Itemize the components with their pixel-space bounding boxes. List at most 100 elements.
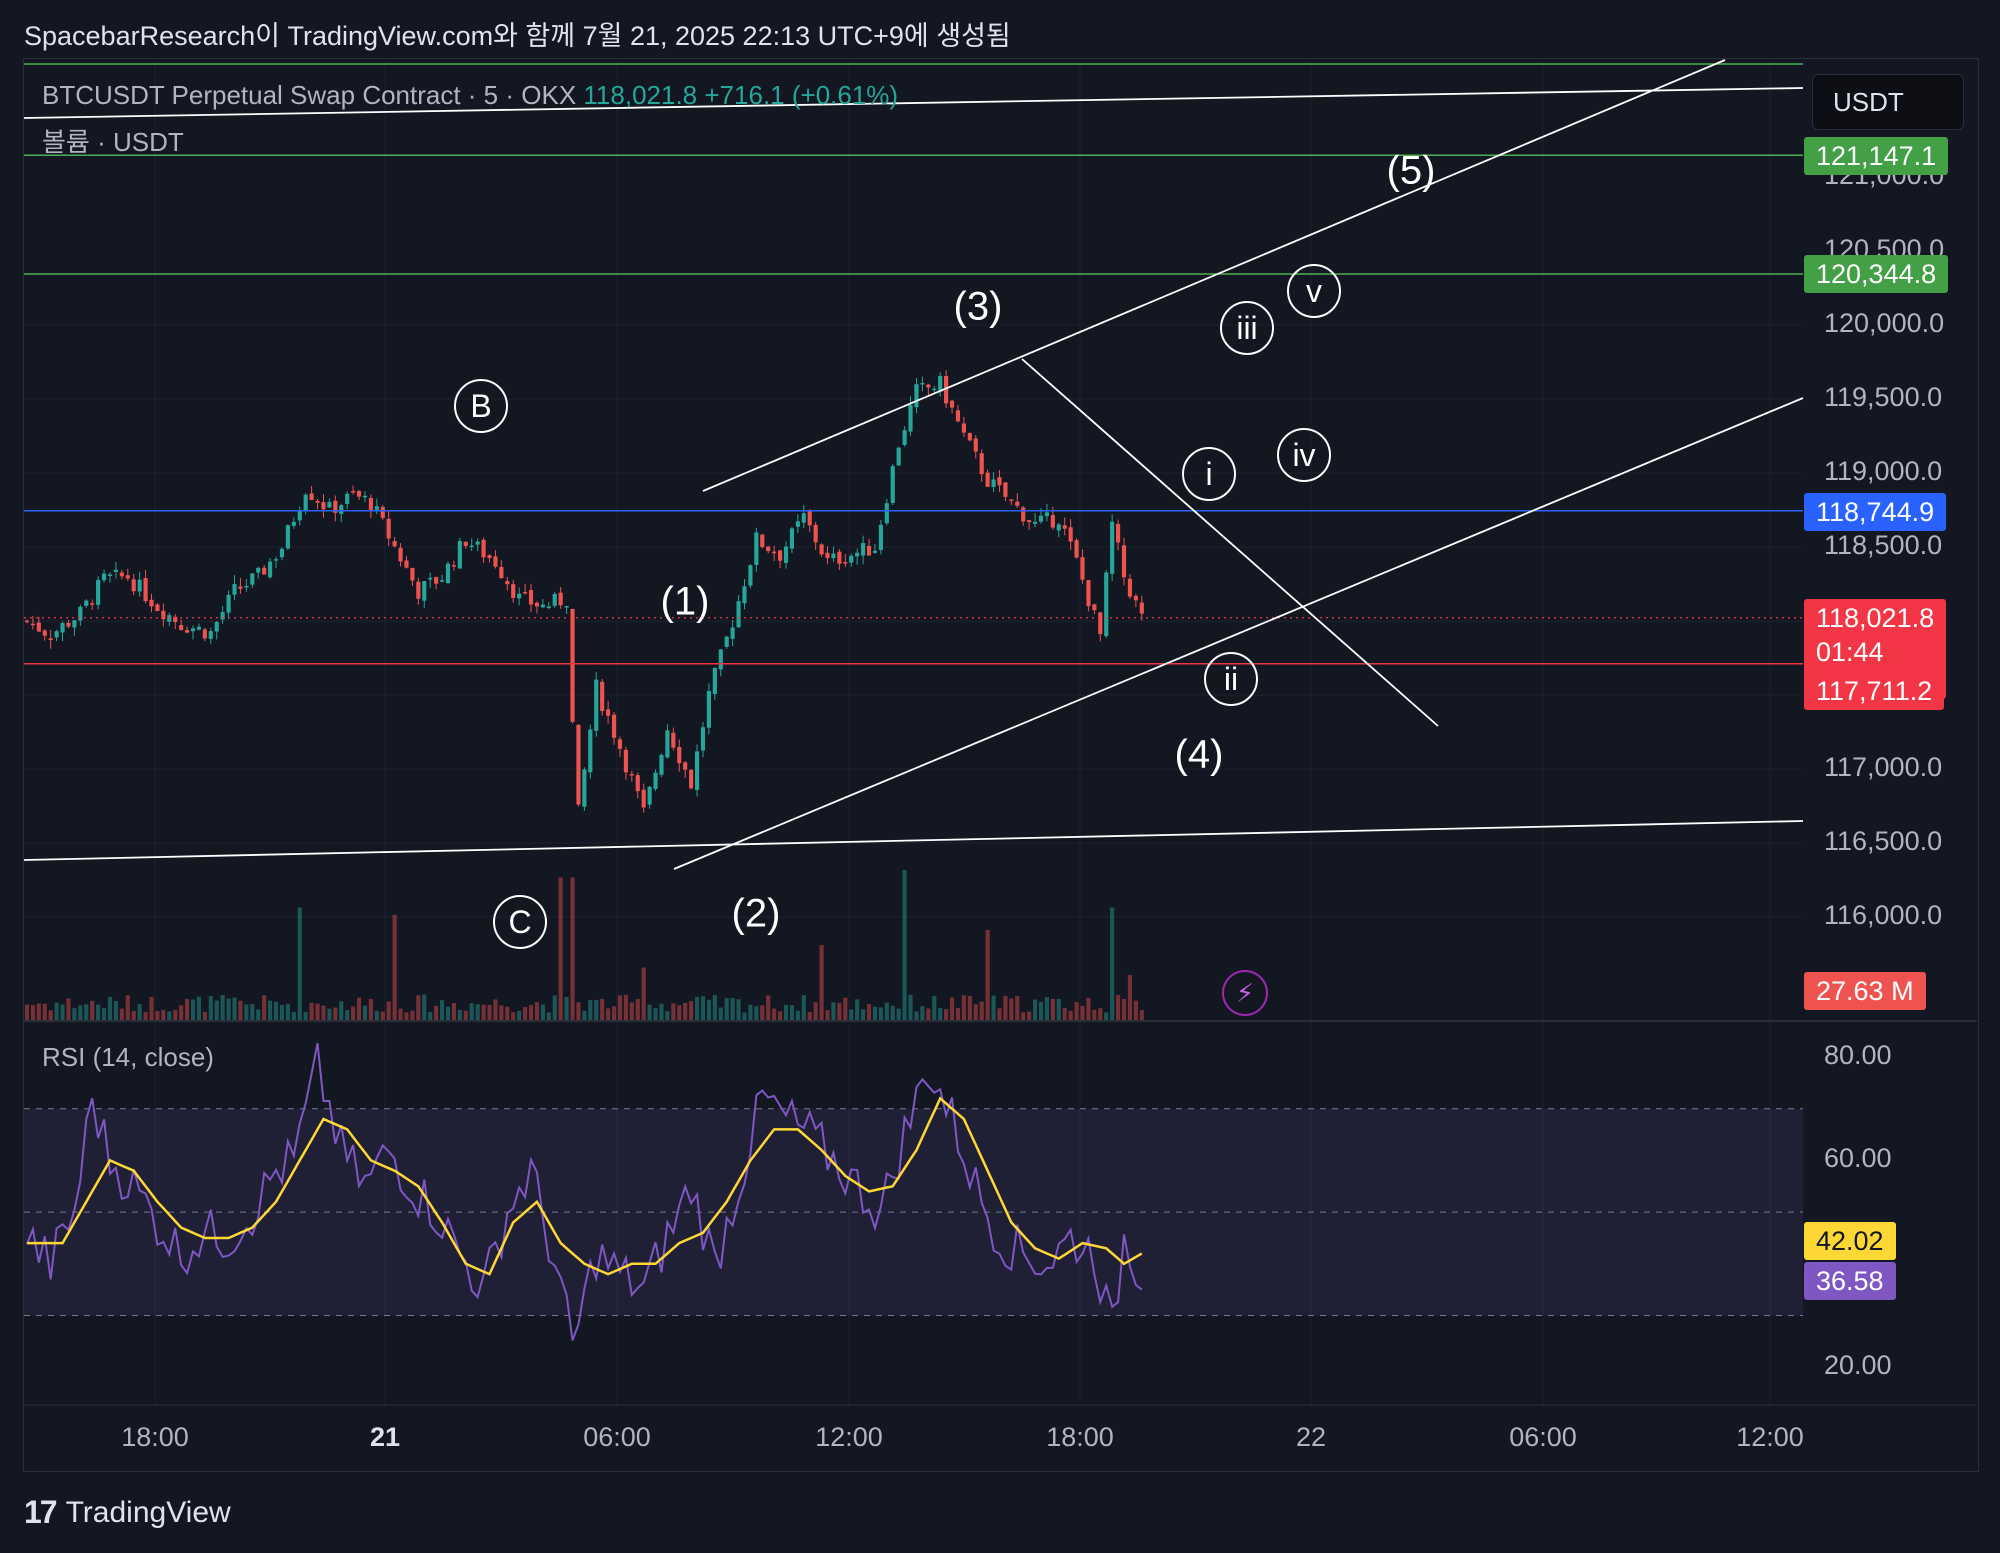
candle-body <box>1068 527 1073 542</box>
candle-body <box>392 541 397 547</box>
candle-body <box>855 552 860 557</box>
candle-body <box>386 518 391 539</box>
currency-unit-button[interactable]: USDT <box>1812 74 1964 130</box>
candle-body <box>890 466 895 503</box>
volume-bar <box>914 1011 919 1020</box>
wave-label-iv[interactable]: iv <box>1277 428 1331 482</box>
candle-body <box>1074 540 1079 558</box>
candle-body <box>184 630 190 633</box>
rsi-badge[interactable]: 36.58 <box>1804 1262 1896 1300</box>
level-badge-120344[interactable]: 120,344.8 <box>1804 255 1949 293</box>
volume-legend[interactable]: 볼륨 · USDT <box>42 127 184 157</box>
candle-body <box>552 594 557 606</box>
volume-bar <box>677 1005 682 1020</box>
candle-body <box>362 495 368 498</box>
wave-label-C[interactable]: C <box>493 895 547 949</box>
candle-body <box>351 491 356 493</box>
candle-body <box>849 555 854 563</box>
volume-bar <box>831 1002 836 1020</box>
candle-body <box>173 616 178 623</box>
volume-bar <box>439 1000 445 1020</box>
candle-body <box>1015 501 1020 506</box>
volume-bar <box>718 1007 723 1020</box>
volume-bar <box>920 1006 925 1020</box>
volume-bar <box>582 1010 587 1020</box>
candle-body <box>90 603 95 605</box>
volume-bar <box>1110 907 1115 1020</box>
candle-body <box>499 566 504 579</box>
symbol-legend[interactable]: BTCUSDT Perpetual Swap Contract · 5 · OK… <box>42 80 898 111</box>
candle-body <box>1027 520 1032 523</box>
volume-bar <box>398 1008 403 1020</box>
volume-bar <box>238 1000 243 1020</box>
wave-label-iii[interactable]: iii <box>1220 301 1274 355</box>
rsi-ma-badge[interactable]: 42.02 <box>1804 1222 1896 1260</box>
time-tick: 18:00 <box>121 1422 189 1452</box>
candle-body <box>866 545 872 556</box>
volume-bar <box>232 997 237 1020</box>
candle-body <box>137 579 142 592</box>
trendline-bottom <box>23 820 1804 861</box>
volume-bar <box>777 1011 783 1020</box>
wave-label-5[interactable]: (5) <box>1386 148 1436 193</box>
candle-body <box>380 507 385 518</box>
chart-header-title: SpacebarResearch이 TradingView.com와 함께 7월… <box>24 21 1011 51</box>
volume-bar <box>410 1010 415 1020</box>
candle-body <box>606 709 611 716</box>
candle-body <box>125 575 130 579</box>
symbol-name: BTCUSDT Perpetual Swap Contract · 5 · OK… <box>42 80 577 110</box>
volume-bar <box>1133 1000 1138 1020</box>
wave-label-4[interactable]: (4) <box>1174 732 1224 777</box>
price-tick: 119,000.0 <box>1824 456 1943 486</box>
candle-body <box>285 525 290 549</box>
candle-body <box>665 730 670 758</box>
volume-bar <box>706 999 711 1020</box>
candle-body <box>837 551 842 564</box>
candle-body <box>938 375 943 392</box>
volume-badge[interactable]: 27.63 M <box>1804 972 1926 1010</box>
candle-body <box>819 544 824 555</box>
volume-bar <box>552 995 557 1020</box>
wave-label-v[interactable]: v <box>1287 264 1341 318</box>
candle-body <box>1092 604 1097 611</box>
volume-bar <box>511 1012 516 1020</box>
candle-body <box>1121 545 1127 578</box>
lightning-icon[interactable]: ⚡ <box>1222 970 1268 1016</box>
wave-label-2[interactable]: (2) <box>731 891 781 936</box>
volume-bar <box>36 1003 41 1020</box>
candle-body <box>345 493 350 504</box>
wave-label-1[interactable]: (1) <box>660 579 710 624</box>
volume-bar <box>973 1004 978 1020</box>
candle-body <box>902 430 907 445</box>
volume-bar <box>689 1001 694 1020</box>
volume-bar <box>635 998 640 1020</box>
volume-bar <box>279 1004 285 1020</box>
candle-body <box>807 510 812 526</box>
level-badge-118744[interactable]: 118,744.9 <box>1804 493 1947 531</box>
candle-body <box>961 423 966 433</box>
candle-body <box>718 649 723 670</box>
volume-bar <box>1092 1009 1097 1020</box>
candle-body <box>24 620 30 623</box>
level-badge-117711[interactable]: 117,711.2 <box>1804 672 1945 710</box>
volume-bar <box>890 1005 895 1020</box>
candle-body <box>730 627 735 639</box>
wave-label-3[interactable]: (3) <box>953 284 1003 329</box>
candle-body <box>991 479 996 487</box>
rsi-legend[interactable]: RSI (14, close) <box>42 1042 214 1072</box>
volume-bar <box>1121 998 1127 1020</box>
candle-body <box>208 631 213 639</box>
volume-bar <box>505 1006 510 1020</box>
volume-bar <box>683 1002 688 1020</box>
chart-area[interactable] <box>23 58 1979 1472</box>
level-badge-121147[interactable]: 121,147.1 <box>1804 137 1949 175</box>
wave-label-B[interactable]: B <box>454 379 508 433</box>
volume-bar <box>469 1003 474 1020</box>
volume-bar <box>849 1009 854 1020</box>
volume-bar <box>309 1002 314 1020</box>
wave-label-ii[interactable]: ii <box>1204 652 1258 706</box>
candle-body <box>84 600 89 606</box>
wave-label-i[interactable]: i <box>1182 447 1236 501</box>
candle-body <box>878 524 883 550</box>
